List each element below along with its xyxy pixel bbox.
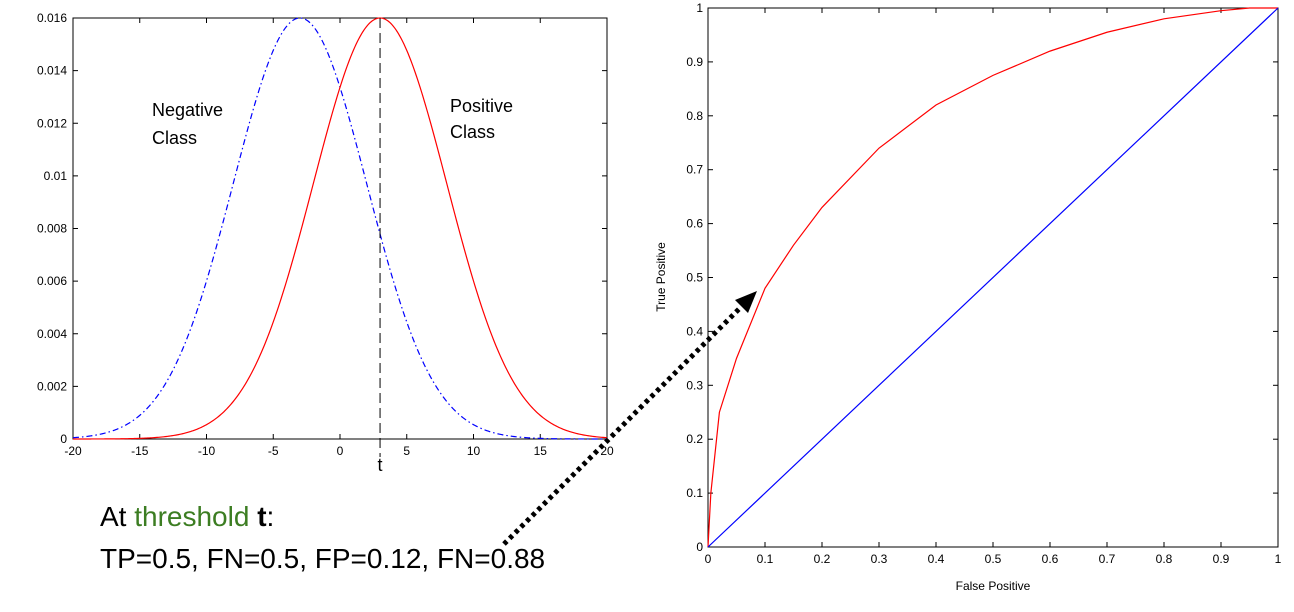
diagonal-line (707, 7, 1279, 548)
caption-threshold-word: threshold (134, 501, 250, 532)
roc-chart: 0 0.1 0.2 0.3 0.4 0.5 0.6 0.7 0.8 0.9 1 0 0.1 0.2 0.3 0… (654, 1, 1282, 593)
left-y-tick-label: 0.012 (37, 116, 67, 130)
right-y-tick-label: 0.3 (686, 378, 703, 392)
caption-colon: : (266, 501, 275, 532)
left-y-tick-label: 0.004 (37, 327, 67, 341)
left-x-tick-label: 15 (534, 444, 548, 458)
left-y-tick-label: 0.016 (37, 11, 67, 25)
right-y-tick-label: 0.6 (686, 217, 703, 231)
right-y-tick-label: 0.4 (686, 324, 703, 338)
positive-class-label-line1: Positive (450, 96, 513, 116)
positive-class-label-line2: Class (450, 122, 495, 142)
caption-t: t (257, 501, 267, 532)
right-x-tick-label: 0.4 (928, 552, 945, 566)
caption-line-1: At threshold t: (100, 496, 545, 538)
negative-class-label-line2: Class (152, 128, 197, 148)
threshold-caption: At threshold t: TP=0.5, FN=0.5, FP=0.12,… (100, 496, 545, 580)
distribution-chart: -20 -15 -10 -5 0 5 10 15 2000.0020.0040.0060.008… (0, 0, 650, 496)
right-x-tick-label: 0.3 (871, 552, 888, 566)
right-x-tick-label: 0.6 (1042, 552, 1059, 566)
left-y-tick-label: 0.014 (37, 64, 67, 78)
right-x-tick-label: 0 (705, 552, 712, 566)
x-axis-label: False Positive (956, 579, 1031, 593)
right-y-tick-label: 1 (696, 1, 703, 15)
caption-line-2: TP=0.5, FN=0.5, FP=0.12, FN=0.88 (100, 543, 546, 574)
caption-prefix: At (100, 501, 135, 532)
right-x-tick-label: 0.2 (814, 552, 831, 566)
right-x-tick-label: 0.1 (757, 552, 774, 566)
right-y-tick-label: 0.7 (686, 163, 703, 177)
left-plot-area (72, 17, 608, 440)
right-x-tick-label: 0.5 (985, 552, 1002, 566)
right-series (707, 7, 1279, 548)
right-x-tick-label: 0.7 (1099, 552, 1116, 566)
pointer-arrow (502, 291, 757, 546)
left-y-tick-label: 0 (60, 432, 67, 446)
right-y-tick-label: 0.5 (686, 271, 703, 285)
left-x-tick-label: -20 (64, 444, 82, 458)
left-y-tick-label: 0.006 (37, 274, 67, 288)
right-y-tick-label: 0 (696, 540, 703, 554)
threshold-label: t (378, 455, 383, 475)
right-x-tick-label: 0.9 (1213, 552, 1230, 566)
left-y-tick-label: 0.01 (44, 169, 68, 183)
left-y-tick-label: 0.008 (37, 222, 67, 236)
right-y-tick-label: 0.2 (686, 432, 703, 446)
left-x-tick-label: -10 (198, 444, 216, 458)
left-x-tick-label: 10 (467, 444, 481, 458)
left-x-tick-label: -5 (268, 444, 279, 458)
right-y-tick-label: 0.9 (686, 55, 703, 69)
left-axis-ticks: -20 -15 -10 -5 0 5 10 15 2000.0020.0040.0060.008… (37, 11, 614, 458)
arrow-head (735, 291, 757, 313)
right-x-tick-label: 1 (1275, 552, 1282, 566)
roc-curve (707, 7, 1278, 548)
right-y-tick-label: 0.8 (686, 109, 703, 123)
left-series (72, 17, 608, 440)
right-y-tick-label: 0.1 (686, 486, 703, 500)
left-x-tick-label: 5 (403, 444, 410, 458)
right-x-tick-label: 0.8 (1156, 552, 1173, 566)
positive-class-curve (73, 17, 608, 440)
left-x-tick-label: 0 (337, 444, 344, 458)
y-axis-label: True Positive (654, 242, 668, 312)
left-x-tick-label: -15 (131, 444, 149, 458)
negative-class-label-line1: Negative (152, 100, 223, 120)
left-y-tick-label: 0.002 (37, 379, 67, 393)
